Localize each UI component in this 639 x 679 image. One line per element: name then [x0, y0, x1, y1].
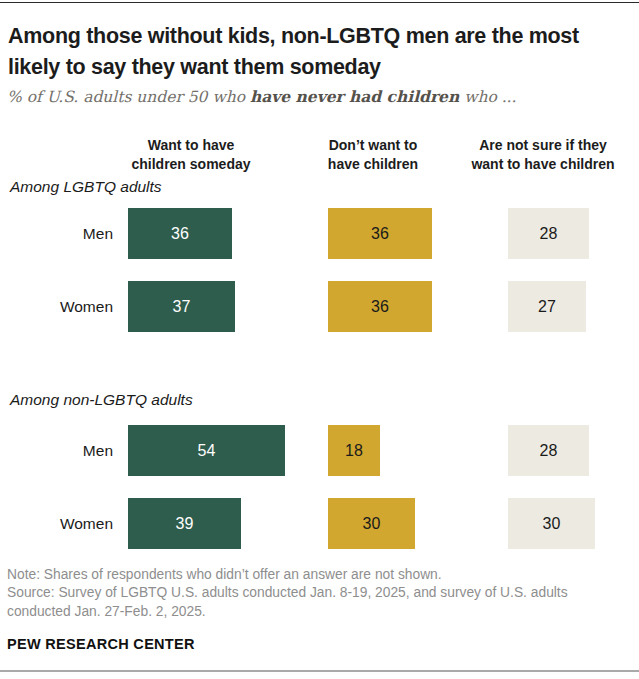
section-label: Among LGBTQ adults	[10, 178, 162, 196]
value-bar: 28	[508, 208, 589, 259]
column-header: Are not sure if theywant to have childre…	[448, 136, 638, 174]
column-header-line: Don’t want to	[278, 136, 468, 155]
value-bar: 36	[328, 281, 432, 332]
value-bar: 36	[128, 208, 232, 259]
value-bar: 30	[508, 498, 595, 549]
bar-value-label: 39	[176, 515, 194, 533]
column-header-line: have children	[278, 155, 468, 174]
column-header-line: Are not sure if they	[448, 136, 638, 155]
bar-value-label: 18	[345, 442, 363, 460]
bar-value-label: 36	[371, 298, 389, 316]
row-label: Women	[0, 498, 113, 549]
note-text: Note: Shares of respondents who didn’t o…	[7, 566, 442, 585]
bar-value-label: 36	[171, 225, 189, 243]
bar-value-label: 28	[540, 442, 558, 460]
value-bar: 18	[328, 425, 380, 476]
value-bar: 28	[508, 425, 589, 476]
row-label: Men	[0, 425, 113, 476]
bar-value-label: 36	[371, 225, 389, 243]
bar-value-label: 30	[363, 515, 381, 533]
bottom-divider	[0, 670, 639, 672]
bar-value-label: 30	[543, 515, 561, 533]
bar-value-label: 37	[173, 298, 191, 316]
value-bar: 30	[328, 498, 415, 549]
value-bar: 54	[128, 425, 285, 476]
row-label: Men	[0, 208, 113, 259]
chart-card: Among those without kids, non-LGBTQ men …	[0, 0, 639, 679]
value-bar: 36	[328, 208, 432, 259]
value-bar: 37	[128, 281, 235, 332]
bar-value-label: 54	[198, 442, 216, 460]
column-header: Don’t want tohave children	[278, 136, 468, 174]
column-header-line: Want to have	[96, 136, 286, 155]
source-text: Source: Survey of LGBTQ U.S. adults cond…	[7, 584, 623, 621]
bar-value-label: 28	[540, 225, 558, 243]
section-label: Among non-LGBTQ adults	[10, 391, 193, 409]
column-header: Want to havechildren someday	[96, 136, 286, 174]
bar-value-label: 27	[538, 298, 556, 316]
row-label: Women	[0, 281, 113, 332]
value-bar: 27	[508, 281, 586, 332]
column-header-line: children someday	[96, 155, 286, 174]
brand-label: PEW RESEARCH CENTER	[7, 636, 195, 652]
column-header-line: want to have children	[448, 155, 638, 174]
value-bar: 39	[128, 498, 241, 549]
